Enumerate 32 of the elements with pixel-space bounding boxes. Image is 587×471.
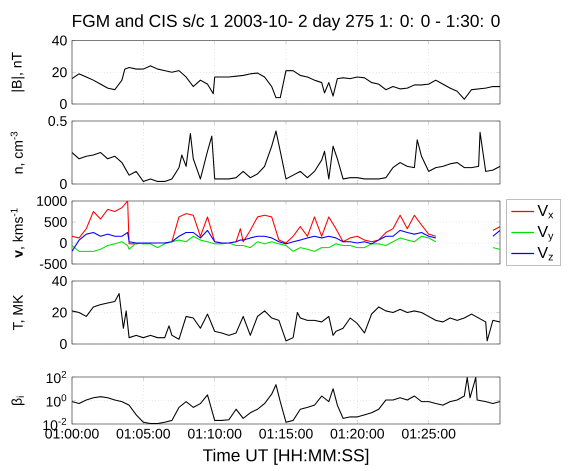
x-tick-label: 01:10:00 — [188, 428, 242, 439]
y-tick-label: 0 — [60, 238, 67, 248]
chart-title: FGM and CIS s/c 1 2003-10- 2 day 275 1: 0: 0 - 1:30: 0 — [73, 14, 500, 30]
y-axis-title: n, cm$^{-3}$ — [10, 132, 24, 174]
line-series — [72, 376, 500, 424]
x-tick-label: 01:00:00 — [45, 428, 99, 439]
x-tick-label: 01:20:00 — [330, 428, 384, 439]
y-axis-title: T, MK — [13, 294, 24, 330]
y-tick-label: 20 — [52, 67, 67, 78]
y-tick-label: 0 — [60, 179, 67, 189]
legend-label: V$_{y}$ — [538, 226, 554, 242]
y-tick-label: 10$^{0}$ — [46, 394, 66, 407]
y-axis-title: |B|, nT — [11, 52, 24, 92]
y-tick-label: 20 — [52, 308, 67, 318]
y-tick-label: 10$^{-2}$ — [43, 418, 66, 430]
x-tick-label: 01:05:00 — [116, 428, 170, 439]
y-tick-label: 40 — [52, 276, 67, 286]
y-axis-title: v, kms$^{-1}$ — [10, 208, 24, 258]
legend-label: V$_{z}$ — [538, 247, 553, 260]
x-axis-title: Time UT [HH:MM:SS] — [202, 448, 368, 465]
x-tick-label: 01:15:00 — [259, 428, 313, 439]
y-tick-label: 0 — [60, 99, 67, 109]
y-tick-label: 500 — [44, 217, 67, 227]
x-tick-label: 01:25:00 — [402, 428, 456, 439]
y-axis-title: β$_{i}$ — [11, 396, 24, 405]
y-tick-label: 10$^{2}$ — [46, 370, 66, 384]
y-tick-label: -500 — [40, 259, 67, 269]
legend-label: V$_{x}$ — [538, 204, 554, 218]
y-tick-label: 0 — [60, 339, 67, 349]
y-tick-label: 0.5 — [48, 116, 67, 126]
y-tick-label: 1000 — [37, 196, 67, 206]
y-tick-label: 40 — [52, 36, 67, 46]
